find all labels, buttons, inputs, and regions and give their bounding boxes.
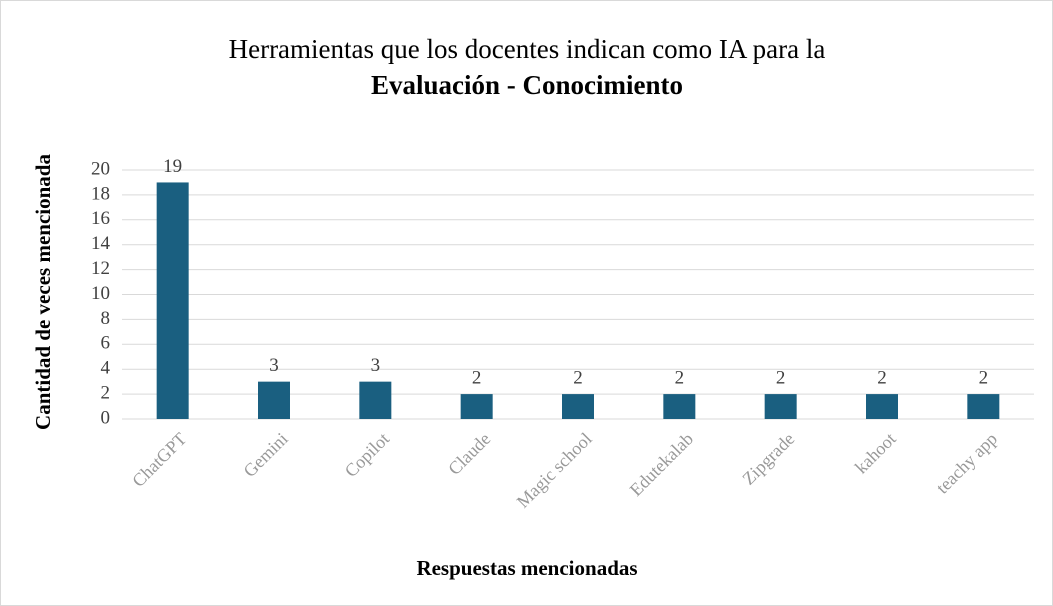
- y-tick-label: 14: [91, 233, 111, 254]
- data-label: 2: [675, 367, 685, 388]
- bar: [663, 394, 696, 419]
- bar: [967, 394, 1000, 419]
- chart-subtitle: Evaluación - Conocimiento: [371, 70, 683, 100]
- bar: [460, 394, 493, 419]
- data-label: 3: [269, 355, 279, 376]
- bar: [258, 381, 290, 419]
- data-label: 2: [573, 367, 583, 388]
- x-axis-title: Respuestas mencionadas: [416, 556, 637, 580]
- data-label: 3: [371, 355, 381, 376]
- y-tick-label: 0: [101, 407, 111, 428]
- data-label: 19: [163, 156, 182, 177]
- chart-title: Herramientas que los docentes indican co…: [229, 34, 826, 64]
- y-tick-label: 8: [101, 308, 111, 329]
- bar: [156, 182, 189, 419]
- data-label: 2: [472, 367, 482, 388]
- y-tick-label: 6: [101, 333, 111, 354]
- bar: [359, 381, 392, 419]
- bar: [764, 394, 797, 419]
- y-axis-title: Cantidad de veces mencionada: [31, 154, 55, 430]
- data-label: 2: [776, 367, 786, 388]
- y-tick-label: 16: [91, 208, 110, 229]
- y-tick-label: 18: [91, 183, 110, 204]
- bar: [866, 394, 898, 419]
- y-tick-label: 10: [91, 283, 110, 304]
- y-tick-label: 2: [101, 382, 111, 403]
- bar: [562, 394, 594, 419]
- data-label: 2: [979, 367, 989, 388]
- data-label: 2: [877, 367, 887, 388]
- y-tick-label: 12: [91, 258, 110, 279]
- y-tick-label: 4: [101, 358, 111, 379]
- y-tick-label: 20: [91, 158, 110, 179]
